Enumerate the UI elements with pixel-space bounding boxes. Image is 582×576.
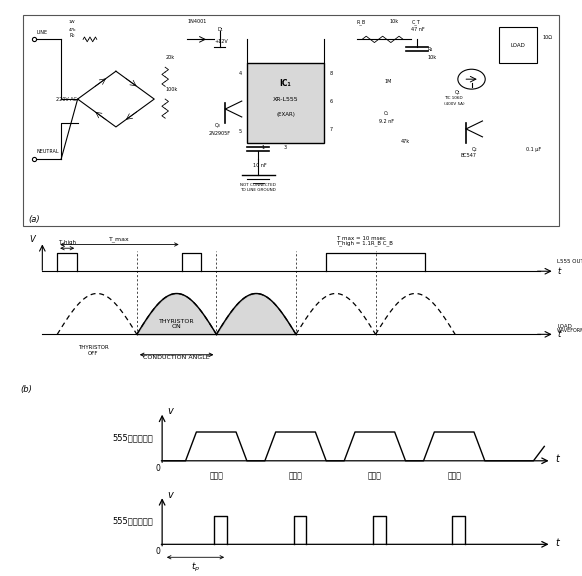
- Text: v: v: [168, 406, 173, 416]
- Text: 1M: 1M: [384, 79, 391, 84]
- Text: R₄: R₄: [428, 47, 433, 52]
- Text: 47 nF: 47 nF: [411, 28, 425, 32]
- Text: Q₃: Q₃: [214, 123, 220, 128]
- Text: C_T: C_T: [411, 20, 420, 25]
- Text: BC547: BC547: [460, 153, 477, 158]
- Text: Q₂: Q₂: [471, 147, 477, 152]
- Text: (b): (b): [20, 385, 32, 394]
- Text: 0: 0: [155, 547, 160, 556]
- Text: WAVEFORM: WAVEFORM: [557, 328, 582, 333]
- Text: $t_p$: $t_p$: [191, 561, 200, 574]
- FancyBboxPatch shape: [247, 63, 324, 143]
- Text: 0.1 μF: 0.1 μF: [526, 147, 541, 152]
- Text: 8: 8: [329, 71, 332, 76]
- Text: 1: 1: [261, 145, 264, 150]
- Text: +12V: +12V: [214, 39, 228, 44]
- Text: 5: 5: [239, 129, 242, 134]
- Text: R_B: R_B: [357, 20, 366, 25]
- Text: 1N4001: 1N4001: [187, 20, 207, 24]
- Text: (400V 5A): (400V 5A): [444, 102, 465, 106]
- Text: LOAD: LOAD: [557, 324, 572, 329]
- Text: 20k: 20k: [165, 55, 174, 60]
- Text: 10k: 10k: [389, 20, 399, 24]
- Text: 7: 7: [329, 127, 332, 132]
- Text: 10Ω: 10Ω: [542, 35, 553, 40]
- Text: 4: 4: [239, 71, 242, 76]
- Text: 0: 0: [155, 464, 160, 473]
- Text: C₂: C₂: [384, 111, 389, 116]
- Text: LOAD: LOAD: [510, 43, 526, 48]
- Text: CONDUCTION ANGLE: CONDUCTION ANGLE: [143, 355, 210, 360]
- Text: t: t: [555, 538, 559, 548]
- Text: XR-L555: XR-L555: [273, 97, 299, 101]
- Text: 触发点: 触发点: [447, 471, 461, 480]
- Text: 10k: 10k: [428, 55, 437, 60]
- FancyBboxPatch shape: [23, 16, 559, 226]
- Text: 触发点: 触发点: [210, 471, 223, 480]
- Text: (EXAR): (EXAR): [276, 112, 295, 118]
- Text: T_high = 1.1R_B C_B: T_high = 1.1R_B C_B: [336, 241, 393, 246]
- Text: NEUTRAL: NEUTRAL: [37, 149, 59, 154]
- Text: t: t: [557, 267, 560, 276]
- Text: 47k: 47k: [400, 139, 410, 144]
- Text: THYRISTOR
OFF: THYRISTOR OFF: [77, 346, 108, 357]
- Text: 555的输入波形: 555的输入波形: [112, 433, 153, 442]
- Text: V: V: [29, 235, 35, 244]
- Text: L555 OUTPUT: L555 OUTPUT: [557, 259, 582, 264]
- Text: t: t: [555, 454, 559, 464]
- Text: IC₁: IC₁: [279, 79, 292, 88]
- Text: 触发点: 触发点: [368, 471, 382, 480]
- FancyBboxPatch shape: [499, 28, 537, 63]
- Text: T_max = 10 msec: T_max = 10 msec: [336, 236, 386, 241]
- Text: 100k: 100k: [165, 87, 178, 92]
- Text: 9.2 nF: 9.2 nF: [378, 119, 393, 124]
- Text: D₁: D₁: [217, 28, 223, 32]
- Text: NOT CONNECTED
TO LINE GROUND: NOT CONNECTED TO LINE GROUND: [240, 183, 276, 192]
- Text: Q₁: Q₁: [455, 89, 461, 94]
- Text: THYRISTOR
ON: THYRISTOR ON: [159, 319, 194, 329]
- Text: 6: 6: [329, 99, 332, 104]
- Text: R₀: R₀: [69, 33, 75, 39]
- Text: 555的输出波形: 555的输出波形: [112, 517, 153, 526]
- Text: (a): (a): [29, 215, 40, 225]
- Text: 220V AC: 220V AC: [56, 97, 77, 101]
- Text: 3: 3: [284, 145, 287, 150]
- Text: 47k: 47k: [69, 28, 76, 32]
- Text: T_high: T_high: [58, 240, 76, 245]
- Text: 触发点: 触发点: [289, 471, 303, 480]
- Text: t: t: [557, 330, 560, 339]
- Text: 1W: 1W: [69, 21, 76, 24]
- Text: TIC 106D: TIC 106D: [444, 96, 463, 100]
- Text: LINE: LINE: [37, 29, 48, 35]
- Text: 2N2905F: 2N2905F: [209, 131, 231, 136]
- Text: 10 nF: 10 nF: [253, 163, 267, 168]
- Text: T_max: T_max: [109, 236, 130, 241]
- Text: v: v: [168, 490, 173, 499]
